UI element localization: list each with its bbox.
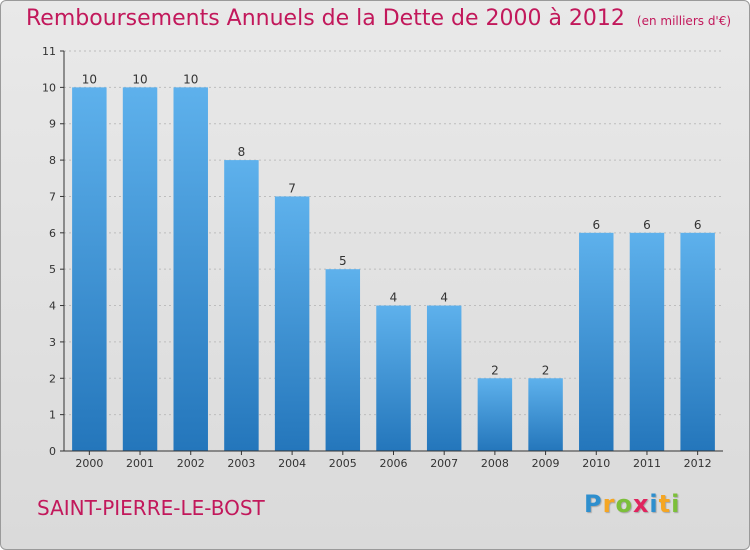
x-tick-label: 2006 — [380, 457, 408, 470]
bar-2007 — [426, 305, 462, 451]
data-label: 7 — [288, 181, 296, 195]
x-tick-label: 2000 — [75, 457, 103, 470]
logo-letter: o — [615, 490, 633, 518]
logo-letter: i — [649, 490, 659, 518]
data-label: 10 — [132, 72, 147, 86]
logo-letter: P — [584, 490, 603, 518]
bar-2008 — [477, 378, 513, 451]
x-tick-label: 2001 — [126, 457, 154, 470]
bar-2009 — [528, 378, 563, 451]
bars — [72, 87, 715, 451]
x-tick-label: 2005 — [329, 457, 357, 470]
y-tick-label: 11 — [42, 45, 56, 58]
bar-2012 — [680, 232, 715, 451]
data-label: 6 — [694, 218, 702, 232]
logo-letter: x — [632, 490, 650, 518]
y-tick-label: 10 — [42, 81, 56, 94]
title-row: Remboursements Annuels de la Dette de 20… — [26, 6, 731, 31]
data-label: 4 — [440, 291, 448, 305]
logo-letter: r — [602, 490, 616, 518]
x-tick-label: 2007 — [430, 457, 458, 470]
y-tick-label: 1 — [49, 409, 56, 422]
x-tick-label: 2004 — [278, 457, 306, 470]
x-tick-label: 2011 — [633, 457, 661, 470]
y-tick-label: 6 — [49, 227, 56, 240]
x-tick-label: 2008 — [481, 457, 509, 470]
data-label: 2 — [542, 363, 550, 377]
bar-2004 — [274, 196, 310, 451]
data-label: 5 — [339, 254, 347, 268]
bar-2001 — [122, 87, 158, 451]
data-labels: 10 10 10 8 7 5 4 4 2 2 6 6 6 — [82, 72, 702, 377]
commune-name: SAINT-PIERRE-LE-BOST — [37, 496, 265, 520]
x-tick-label: 2003 — [227, 457, 255, 470]
data-label: 10 — [82, 72, 97, 86]
data-label: 8 — [238, 145, 246, 159]
x-tick-label: 2002 — [177, 457, 205, 470]
chart-title: Remboursements Annuels de la Dette de 20… — [26, 6, 625, 31]
y-tick-label: 2 — [49, 372, 56, 385]
bar-2006 — [376, 305, 411, 451]
data-label: 2 — [491, 363, 499, 377]
y-tick-label: 7 — [49, 190, 56, 203]
y-tick-label: 5 — [49, 263, 56, 276]
axes: 0 1 2 3 4 5 6 7 8 9 10 11 2000 2001 2002 2003 2004 2005 20… — [42, 45, 723, 470]
logo-letter: i — [671, 490, 681, 518]
bar-2002 — [173, 87, 208, 451]
bar-2003 — [224, 160, 259, 451]
data-label: 4 — [390, 291, 398, 305]
y-tick-label: 0 — [49, 445, 56, 458]
logo-letter: t — [658, 490, 672, 518]
x-tick-label: 2012 — [684, 457, 712, 470]
x-tick-label: 2010 — [582, 457, 610, 470]
y-tick-label: 4 — [49, 300, 56, 313]
bar-2005 — [325, 269, 361, 451]
bar-2010 — [579, 232, 614, 451]
data-label: 6 — [643, 218, 651, 232]
y-tick-label: 8 — [49, 154, 56, 167]
y-tick-label: 3 — [49, 336, 56, 349]
proxiti-logo[interactable]: Proxiti — [584, 490, 680, 518]
y-tick-label: 9 — [49, 118, 56, 131]
bar-2000 — [72, 87, 107, 451]
bar-2011 — [629, 232, 665, 451]
x-tick-label: 2009 — [532, 457, 560, 470]
data-label: 10 — [183, 72, 198, 86]
data-label: 6 — [592, 218, 600, 232]
unit-label: (en milliers d'€) — [636, 14, 732, 28]
